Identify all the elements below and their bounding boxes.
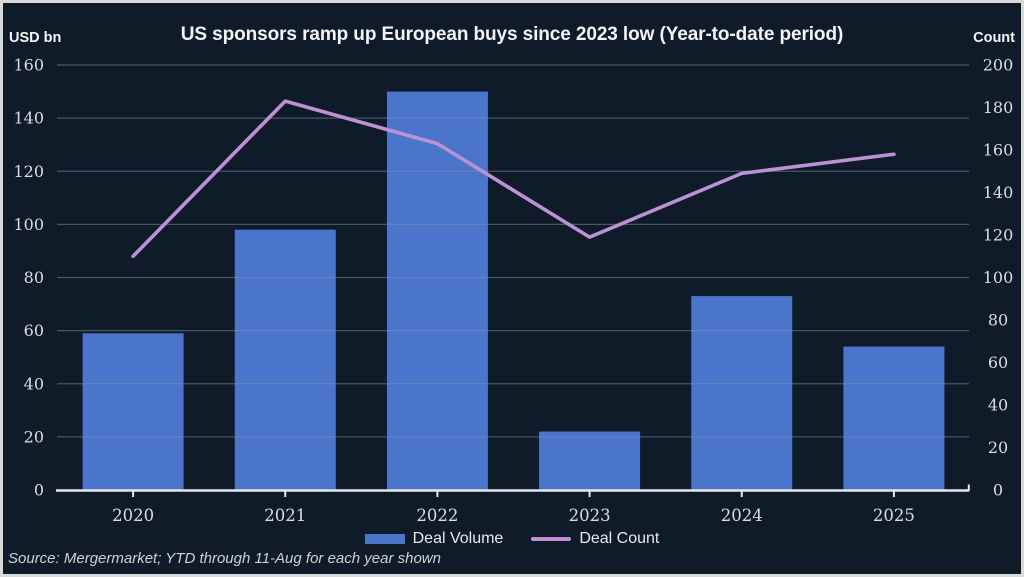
left-tick-label-160: 160	[13, 56, 44, 75]
right-tick-label-200: 200	[983, 56, 1014, 75]
right-tick-label-100: 100	[983, 268, 1014, 287]
deal-volume-swatch	[364, 534, 405, 544]
right-tick-label-160: 160	[983, 141, 1014, 160]
right-tick-label-120: 120	[983, 226, 1014, 245]
right-tick-label-60: 60	[988, 353, 1008, 372]
legend-item-deal-count: Deal Count	[531, 530, 659, 548]
right-axis-title: Count	[973, 30, 1015, 46]
legend-label-deal-count: Deal Count	[579, 530, 660, 547]
x-axis-label-2022: 2022	[416, 506, 458, 525]
x-axis-label-2025: 2025	[873, 506, 915, 525]
legend-label-deal-volume: Deal Volume	[412, 530, 504, 547]
x-axis-label-2021: 2021	[264, 506, 306, 525]
bar-2020	[82, 333, 184, 490]
source-note: Source: Mergermarket; YTD through 11-Aug…	[8, 550, 441, 567]
right-tick-label-40: 40	[988, 396, 1008, 415]
right-tick-label-20: 20	[988, 438, 1008, 457]
x-axis-label-2024: 2024	[721, 506, 763, 525]
left-tick-label-100: 100	[13, 215, 44, 234]
deal-count-swatch	[531, 537, 572, 541]
right-tick-label-0: 0	[993, 481, 1003, 500]
x-axis-label-2023: 2023	[569, 506, 611, 525]
bar-2024	[691, 296, 793, 490]
left-tick-label-80: 80	[24, 268, 44, 287]
right-tick-label-180: 180	[983, 98, 1014, 117]
deal-count-line	[131, 99, 896, 259]
bar-2023	[539, 431, 641, 490]
left-tick-label-140: 140	[13, 109, 44, 128]
right-tick-label-140: 140	[983, 183, 1014, 202]
right-tick-label-80: 80	[988, 311, 1008, 330]
left-axis-title: USD bn	[9, 30, 62, 46]
left-tick-label-120: 120	[13, 162, 44, 181]
legend-item-deal-volume: Deal Volume	[364, 530, 504, 548]
x-axis-label-2020: 2020	[112, 506, 154, 525]
left-tick-label-40: 40	[24, 374, 44, 393]
bar-2022	[386, 91, 488, 490]
chart-title: US sponsors ramp up European buys since …	[180, 24, 844, 45]
left-tick-label-20: 20	[24, 427, 44, 446]
left-tick-label-60: 60	[24, 321, 44, 340]
legend: Deal Volume Deal Count	[3, 526, 1021, 552]
bar-2021	[234, 229, 336, 490]
left-tick-label-0: 0	[34, 481, 44, 500]
bar-2025	[843, 346, 945, 490]
